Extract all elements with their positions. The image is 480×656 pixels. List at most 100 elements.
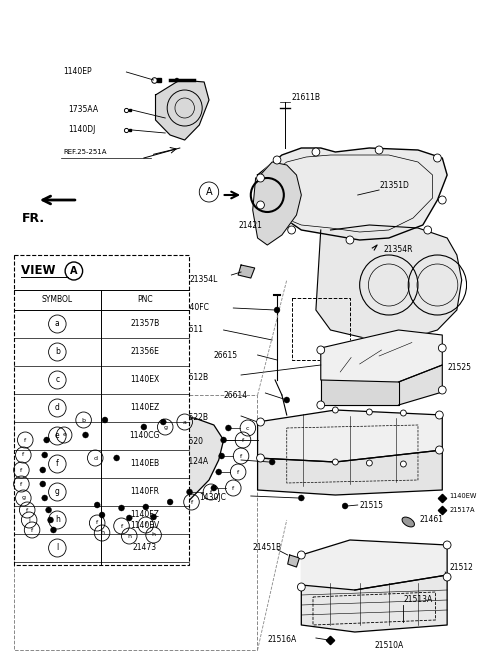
Text: 26612B: 26612B: [180, 373, 209, 382]
Text: 1140EX: 1140EX: [130, 375, 159, 384]
Circle shape: [167, 499, 173, 505]
Circle shape: [42, 495, 48, 501]
Text: 21510A: 21510A: [374, 640, 404, 649]
Circle shape: [273, 156, 281, 164]
Circle shape: [90, 421, 172, 505]
Circle shape: [257, 454, 264, 462]
Text: 21515: 21515: [360, 501, 384, 510]
Text: 1140EB: 1140EB: [130, 459, 159, 468]
Circle shape: [83, 432, 88, 438]
Text: 21356E: 21356E: [131, 348, 159, 356]
Circle shape: [187, 489, 192, 495]
Circle shape: [257, 418, 264, 426]
Text: d: d: [55, 403, 60, 413]
Text: f: f: [242, 438, 244, 443]
Circle shape: [435, 411, 443, 419]
Text: 21520: 21520: [180, 438, 204, 447]
Text: f: f: [26, 508, 28, 512]
Text: PNC: PNC: [137, 295, 153, 304]
Text: a: a: [55, 319, 60, 329]
Text: f: f: [96, 520, 98, 525]
Text: 1430JC: 1430JC: [199, 493, 226, 502]
Text: 21357B: 21357B: [130, 319, 159, 329]
Circle shape: [288, 226, 296, 234]
Text: REF.25-251A: REF.25-251A: [63, 149, 107, 155]
Circle shape: [44, 437, 49, 443]
Circle shape: [160, 419, 166, 425]
Circle shape: [424, 226, 432, 234]
Text: f: f: [20, 468, 23, 472]
Circle shape: [226, 425, 231, 431]
Text: VIEW: VIEW: [22, 264, 60, 277]
Circle shape: [333, 459, 338, 465]
Text: 21461: 21461: [420, 516, 444, 525]
Text: A: A: [70, 266, 78, 276]
Circle shape: [94, 502, 100, 508]
Circle shape: [333, 407, 338, 413]
Circle shape: [274, 307, 280, 313]
Text: 21421: 21421: [239, 220, 263, 230]
Text: 22124A: 22124A: [180, 457, 209, 466]
Text: b: b: [55, 348, 60, 356]
Text: 1140EW: 1140EW: [449, 493, 477, 499]
Text: h: h: [127, 533, 132, 539]
Circle shape: [438, 386, 446, 394]
Polygon shape: [321, 380, 398, 405]
Text: FR.: FR.: [22, 211, 45, 224]
Circle shape: [102, 417, 108, 423]
Text: 21516A: 21516A: [267, 636, 297, 644]
Circle shape: [46, 507, 51, 513]
Text: 1140FZ
1140EV: 1140FZ 1140EV: [130, 510, 159, 529]
Circle shape: [443, 573, 451, 581]
Circle shape: [366, 409, 372, 415]
Circle shape: [375, 146, 383, 154]
Text: f: f: [56, 459, 59, 468]
Text: h: h: [152, 533, 156, 537]
Text: 21517A: 21517A: [449, 507, 475, 513]
Text: f: f: [237, 470, 239, 474]
Circle shape: [435, 446, 443, 454]
Polygon shape: [41, 412, 224, 508]
Text: 21513A: 21513A: [403, 596, 432, 604]
Text: h: h: [55, 516, 60, 525]
Circle shape: [50, 527, 56, 533]
Text: 26614: 26614: [224, 390, 248, 400]
Text: I: I: [28, 518, 30, 522]
Text: 1140FC: 1140FC: [180, 304, 209, 312]
Text: 1140CG: 1140CG: [130, 432, 160, 440]
Text: f: f: [145, 522, 147, 527]
Polygon shape: [253, 162, 301, 245]
Circle shape: [346, 236, 354, 244]
Circle shape: [123, 487, 139, 503]
Polygon shape: [301, 575, 447, 632]
Circle shape: [42, 452, 48, 458]
FancyBboxPatch shape: [13, 395, 257, 650]
Circle shape: [257, 201, 264, 209]
Text: 21351D: 21351D: [379, 180, 409, 190]
Text: 21525: 21525: [447, 363, 471, 373]
Polygon shape: [288, 555, 300, 567]
Polygon shape: [238, 265, 255, 278]
Text: 1735AA: 1735AA: [68, 106, 98, 115]
Text: I: I: [56, 544, 59, 552]
Text: f: f: [120, 523, 122, 529]
Text: A: A: [205, 187, 212, 197]
Text: 21354R: 21354R: [384, 245, 413, 255]
Circle shape: [298, 551, 305, 559]
Circle shape: [438, 196, 446, 204]
Circle shape: [298, 583, 305, 591]
Circle shape: [400, 410, 406, 416]
Text: f: f: [191, 499, 192, 504]
Text: e: e: [55, 432, 60, 440]
Circle shape: [312, 148, 320, 156]
Polygon shape: [258, 450, 442, 495]
Text: g: g: [163, 424, 167, 430]
Circle shape: [48, 517, 53, 523]
Text: 21522B: 21522B: [180, 413, 209, 422]
Polygon shape: [301, 540, 447, 590]
Polygon shape: [398, 365, 442, 405]
Circle shape: [175, 78, 179, 82]
Text: c: c: [55, 375, 60, 384]
Text: f: f: [20, 482, 23, 487]
Circle shape: [40, 467, 46, 473]
